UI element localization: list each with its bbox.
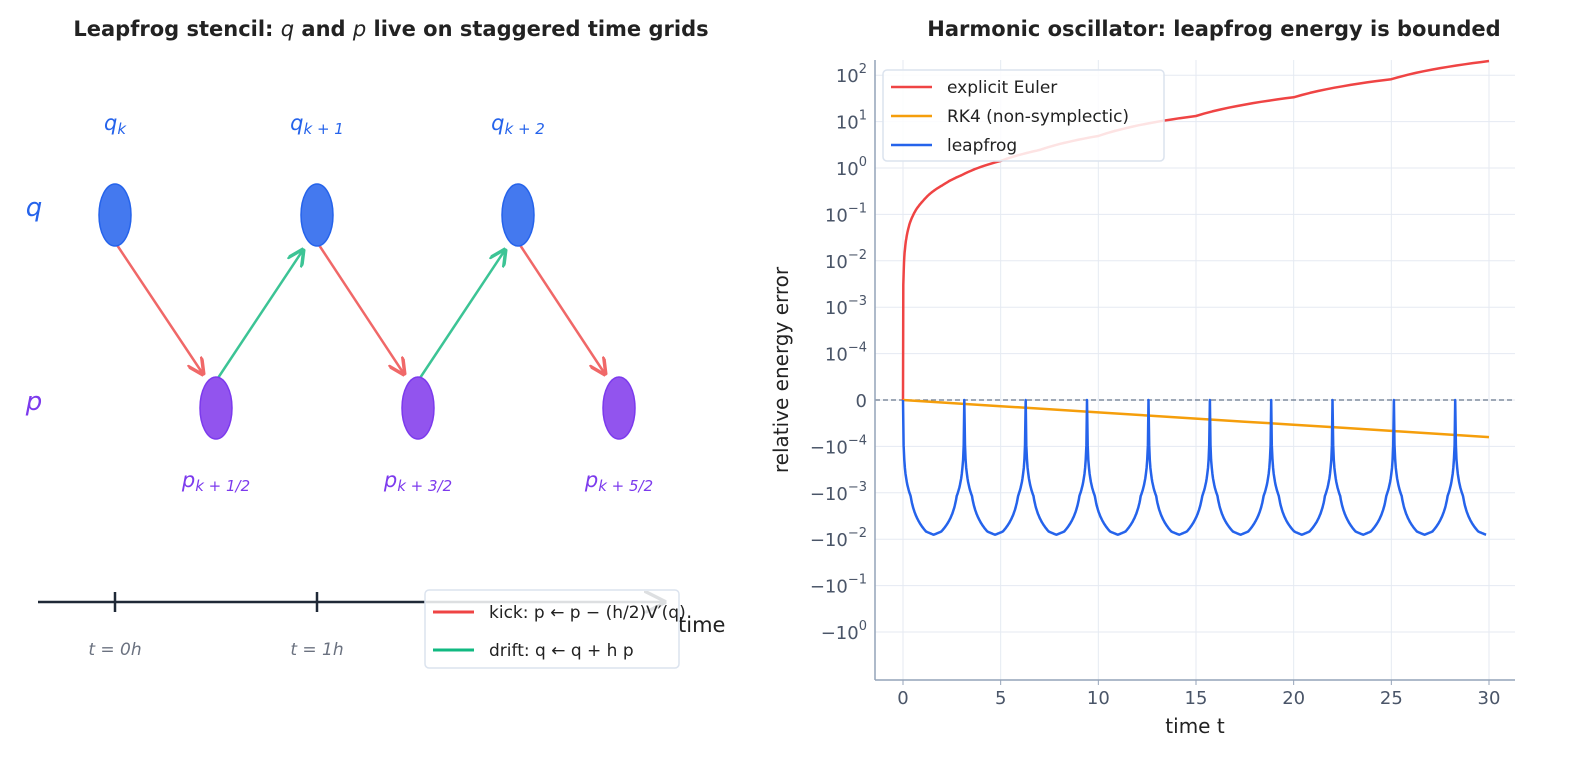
x-tick-label: 20 xyxy=(1282,688,1305,709)
y-tick-label: −10−2 xyxy=(810,526,867,551)
y-tick-label: 101 xyxy=(836,109,867,134)
kick-arrow xyxy=(317,244,404,374)
row-label-q: q xyxy=(26,193,43,223)
energy-chart: Harmonic oscillator: leapfrog energy is … xyxy=(769,17,1515,738)
y-tick-label: −10−3 xyxy=(810,480,867,505)
y-tick-label: 10−4 xyxy=(825,341,867,366)
y-tick-label: −10−4 xyxy=(810,433,867,458)
y-tick-label: 100 xyxy=(836,155,867,180)
q-node xyxy=(501,183,535,247)
grid xyxy=(875,60,1515,680)
stencil-panel: Leapfrog stencil: q and p live on stagge… xyxy=(25,17,725,669)
x-tick-label: 25 xyxy=(1380,688,1403,709)
row-label-p: p xyxy=(25,387,43,417)
y-tick-label: 10−1 xyxy=(825,201,867,226)
y-tick-label: −10−1 xyxy=(810,573,867,598)
y-axis-label: relative energy error xyxy=(769,266,793,473)
p-node xyxy=(199,376,233,440)
q-node xyxy=(300,183,334,247)
legend-label: RK4 (non-symplectic) xyxy=(947,107,1129,127)
p-node-label: pk + 1/2 xyxy=(181,468,250,495)
stencil-title: Leapfrog stencil: q and p live on stagge… xyxy=(73,17,708,41)
q-node-label: qk + 2 xyxy=(491,111,545,138)
legend-label-drift: drift: q ← q + h p xyxy=(489,641,634,661)
tick-labels: 0 5 10 15 20 25 30 102 101 100 10−1 10−2 10−3 10−4 0 −1… xyxy=(810,62,1501,709)
kick-arrow xyxy=(518,244,605,374)
kick-arrow xyxy=(115,244,203,374)
chart-title: Harmonic oscillator: leapfrog energy is … xyxy=(927,17,1500,41)
y-tick-label: 102 xyxy=(836,62,867,87)
p-node xyxy=(602,376,636,440)
y-tick-label: 10−2 xyxy=(825,248,867,273)
q-node-label: qk + 1 xyxy=(290,111,344,138)
p-node-label: pk + 3/2 xyxy=(383,468,452,495)
q-node xyxy=(98,183,132,247)
x-tick-label: 15 xyxy=(1185,688,1208,709)
legend-label-kick: kick: p ← p − (h/2)V′(q) xyxy=(489,603,686,623)
x-tick-label: 30 xyxy=(1478,688,1501,709)
series-line-leapfrog xyxy=(901,398,1487,536)
x-tick-label: 10 xyxy=(1087,688,1110,709)
stencil-legend: kick: p ← p − (h/2)V′(q) drift: q ← q + … xyxy=(424,589,686,669)
y-tick-label: 0 xyxy=(856,391,867,412)
time-axis-label: time xyxy=(678,613,725,637)
legend-box xyxy=(882,69,1165,162)
x-axis-label: time t xyxy=(1165,714,1225,738)
y-tick-label: 10−3 xyxy=(825,294,867,319)
p-node-label: pk + 5/2 xyxy=(584,468,653,495)
p-node xyxy=(401,376,435,440)
time-tick-label: t = 0h xyxy=(88,640,141,660)
chart-legend: explicit Euler RK4 (non-symplectic) leapfr… xyxy=(882,69,1165,162)
legend-label: leapfrog xyxy=(947,136,1017,156)
x-tick-label: 5 xyxy=(995,688,1006,709)
legend-label: explicit Euler xyxy=(947,78,1057,98)
drift-arrow xyxy=(418,250,505,379)
time-tick-label: t = 1h xyxy=(290,640,343,660)
x-tick-label: 0 xyxy=(897,688,908,709)
drift-arrow xyxy=(216,250,303,379)
y-tick-label: −100 xyxy=(821,619,867,644)
q-node-label: qk xyxy=(104,111,127,138)
series-line-rk4 xyxy=(902,398,1490,439)
